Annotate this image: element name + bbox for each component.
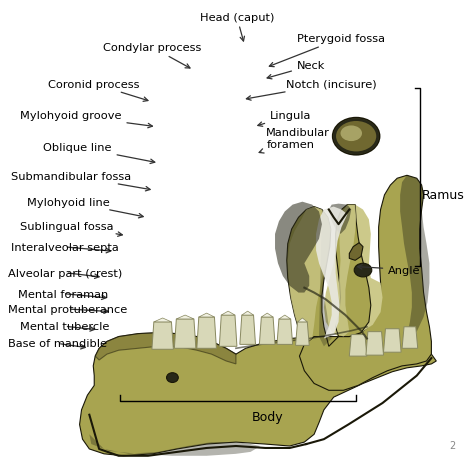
Polygon shape: [80, 333, 436, 456]
Polygon shape: [316, 207, 347, 339]
Text: 2: 2: [449, 440, 456, 450]
Polygon shape: [349, 335, 367, 357]
Polygon shape: [287, 207, 338, 347]
Ellipse shape: [333, 119, 380, 156]
Polygon shape: [336, 205, 371, 337]
Polygon shape: [329, 204, 351, 234]
Polygon shape: [336, 205, 356, 337]
Polygon shape: [176, 315, 194, 319]
Polygon shape: [152, 322, 173, 350]
Text: Condylar process: Condylar process: [103, 43, 201, 69]
Ellipse shape: [354, 264, 372, 277]
Polygon shape: [275, 202, 322, 293]
Polygon shape: [288, 207, 331, 344]
Text: Sublingual fossa: Sublingual fossa: [20, 221, 122, 237]
Polygon shape: [324, 205, 383, 337]
Text: Head (caput): Head (caput): [200, 13, 274, 42]
Polygon shape: [349, 243, 363, 261]
Polygon shape: [199, 313, 214, 317]
Text: Angle: Angle: [357, 265, 421, 275]
Ellipse shape: [340, 126, 362, 142]
Polygon shape: [400, 176, 429, 335]
Text: Notch (incisure): Notch (incisure): [246, 80, 377, 101]
Polygon shape: [95, 333, 236, 364]
Polygon shape: [154, 318, 172, 322]
Polygon shape: [219, 315, 237, 347]
Polygon shape: [197, 317, 217, 349]
Polygon shape: [261, 313, 273, 317]
Text: Coronid process: Coronid process: [48, 80, 148, 102]
Polygon shape: [221, 312, 235, 315]
Text: Interalveolar septa: Interalveolar septa: [10, 242, 118, 253]
Text: Neck: Neck: [267, 62, 325, 80]
Text: Pterygoid fossa: Pterygoid fossa: [269, 34, 385, 68]
Polygon shape: [319, 210, 332, 347]
Text: Mandibular
foramen: Mandibular foramen: [259, 128, 330, 154]
Polygon shape: [277, 319, 292, 344]
Polygon shape: [174, 319, 196, 349]
Ellipse shape: [166, 373, 178, 382]
Polygon shape: [296, 322, 309, 345]
Polygon shape: [366, 332, 383, 355]
Text: Mylohyoid line: Mylohyoid line: [27, 197, 143, 219]
Text: Ramus: Ramus: [422, 189, 465, 202]
Polygon shape: [279, 315, 291, 319]
Text: Mental tubercle: Mental tubercle: [20, 321, 109, 332]
Polygon shape: [298, 318, 307, 322]
Text: Alveolar part (crest): Alveolar part (crest): [9, 268, 123, 279]
Polygon shape: [383, 329, 401, 352]
Text: Oblique line: Oblique line: [43, 143, 155, 164]
Polygon shape: [300, 176, 431, 390]
Text: Mylohyoid groove: Mylohyoid groove: [20, 111, 153, 129]
Polygon shape: [402, 327, 418, 349]
Polygon shape: [242, 312, 254, 315]
Polygon shape: [240, 315, 255, 344]
Polygon shape: [259, 317, 275, 344]
Text: Base of mandible: Base of mandible: [9, 339, 107, 349]
Polygon shape: [89, 434, 260, 456]
Text: Mental protuberance: Mental protuberance: [9, 304, 128, 314]
Text: Submandibular fossa: Submandibular fossa: [10, 171, 150, 192]
Text: Lingula: Lingula: [258, 111, 311, 127]
Text: Body: Body: [252, 410, 283, 423]
Text: Mental foraman: Mental foraman: [18, 289, 108, 300]
